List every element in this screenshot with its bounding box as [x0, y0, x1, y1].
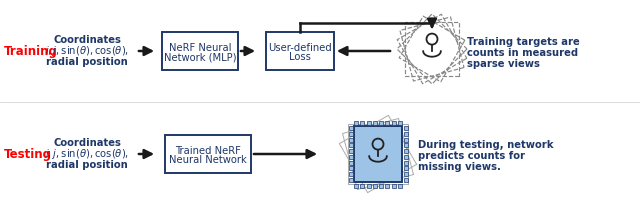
FancyBboxPatch shape: [354, 184, 358, 188]
FancyBboxPatch shape: [398, 184, 402, 188]
FancyBboxPatch shape: [398, 121, 402, 125]
FancyBboxPatch shape: [360, 121, 364, 125]
Text: counts in measured: counts in measured: [467, 48, 578, 58]
FancyBboxPatch shape: [373, 184, 377, 188]
Text: User-defined: User-defined: [268, 43, 332, 53]
FancyBboxPatch shape: [403, 126, 408, 130]
FancyBboxPatch shape: [392, 121, 396, 125]
FancyBboxPatch shape: [354, 121, 358, 125]
FancyBboxPatch shape: [354, 126, 402, 182]
FancyBboxPatch shape: [360, 184, 364, 188]
Text: Network (MLP): Network (MLP): [164, 52, 236, 62]
Text: Coordinates: Coordinates: [53, 137, 121, 147]
Text: NeRF Neural: NeRF Neural: [169, 43, 231, 53]
FancyBboxPatch shape: [403, 144, 408, 148]
FancyBboxPatch shape: [403, 155, 408, 159]
Text: Loss: Loss: [289, 52, 311, 62]
FancyBboxPatch shape: [349, 138, 353, 142]
FancyBboxPatch shape: [349, 161, 353, 165]
Text: $i, j, \sin(\theta), \cos(\theta),$: $i, j, \sin(\theta), \cos(\theta),$: [45, 44, 129, 58]
FancyBboxPatch shape: [367, 121, 371, 125]
Text: During testing, network: During testing, network: [418, 139, 554, 149]
FancyBboxPatch shape: [403, 167, 408, 171]
FancyBboxPatch shape: [349, 155, 353, 159]
Text: Trained NeRF: Trained NeRF: [175, 145, 241, 155]
FancyBboxPatch shape: [349, 126, 353, 130]
FancyBboxPatch shape: [349, 167, 353, 171]
FancyBboxPatch shape: [349, 144, 353, 148]
FancyBboxPatch shape: [403, 149, 408, 153]
Text: sparse views: sparse views: [467, 59, 540, 69]
FancyBboxPatch shape: [403, 138, 408, 142]
FancyBboxPatch shape: [392, 184, 396, 188]
FancyBboxPatch shape: [165, 135, 251, 173]
Text: Coordinates: Coordinates: [53, 35, 121, 45]
Text: predicts counts for: predicts counts for: [418, 150, 525, 160]
FancyBboxPatch shape: [349, 172, 353, 176]
Text: radial position: radial position: [46, 57, 128, 67]
FancyBboxPatch shape: [266, 33, 334, 71]
FancyBboxPatch shape: [403, 161, 408, 165]
FancyBboxPatch shape: [379, 121, 383, 125]
Text: missing views.: missing views.: [418, 161, 501, 171]
FancyBboxPatch shape: [403, 172, 408, 176]
Text: $i, j, \sin(\theta), \cos(\theta),$: $i, j, \sin(\theta), \cos(\theta),$: [45, 146, 129, 160]
FancyBboxPatch shape: [349, 178, 353, 182]
FancyBboxPatch shape: [367, 184, 371, 188]
Text: Training: Training: [4, 45, 58, 58]
FancyBboxPatch shape: [385, 121, 389, 125]
FancyBboxPatch shape: [403, 178, 408, 182]
Text: Neural Network: Neural Network: [169, 154, 247, 164]
Text: radial position: radial position: [46, 159, 128, 169]
FancyBboxPatch shape: [162, 33, 238, 71]
Text: Testing: Testing: [4, 148, 52, 161]
FancyBboxPatch shape: [349, 149, 353, 153]
FancyBboxPatch shape: [349, 132, 353, 136]
FancyBboxPatch shape: [385, 184, 389, 188]
FancyBboxPatch shape: [403, 132, 408, 136]
FancyBboxPatch shape: [373, 121, 377, 125]
FancyBboxPatch shape: [379, 184, 383, 188]
Text: Training targets are: Training targets are: [467, 37, 580, 47]
